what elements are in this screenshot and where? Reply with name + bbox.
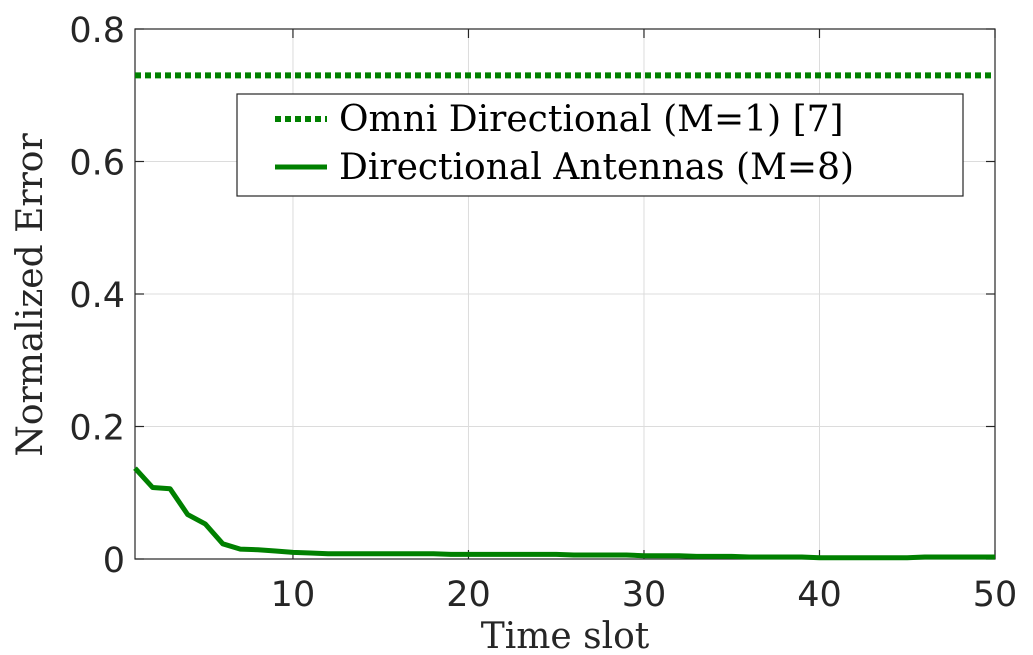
y-tick-label: 0 xyxy=(103,541,125,581)
y-tick-label: 0.2 xyxy=(69,409,125,449)
y-tick-label: 0.4 xyxy=(69,276,125,316)
x-axis-title: Time slot xyxy=(481,616,650,655)
legend-box xyxy=(236,93,964,197)
legend-label-directional: Directional Antennas (M=8) xyxy=(339,147,854,188)
y-axis-tick-labels: 0 0.2 0.4 0.6 0.8 xyxy=(69,11,125,581)
y-axis-title: Normalized Error xyxy=(10,133,51,457)
x-tick-label: 40 xyxy=(797,575,842,615)
legend-label-omni: Omni Directional (M=1) [7] xyxy=(339,99,844,140)
series-directional-antennas-line xyxy=(133,466,995,561)
y-tick-label: 0.6 xyxy=(69,144,125,184)
legend: Omni Directional (M=1) [7] Directional A… xyxy=(236,93,964,197)
x-tick-label: 20 xyxy=(446,575,491,615)
y-tick-label: 0.8 xyxy=(69,11,125,51)
x-tick-label: 50 xyxy=(973,575,1018,615)
x-tick-label: 30 xyxy=(622,575,667,615)
series-layer xyxy=(133,72,995,561)
x-axis-tick-labels: 10 20 30 40 50 xyxy=(271,575,1018,615)
x-tick-label: 10 xyxy=(271,575,316,615)
